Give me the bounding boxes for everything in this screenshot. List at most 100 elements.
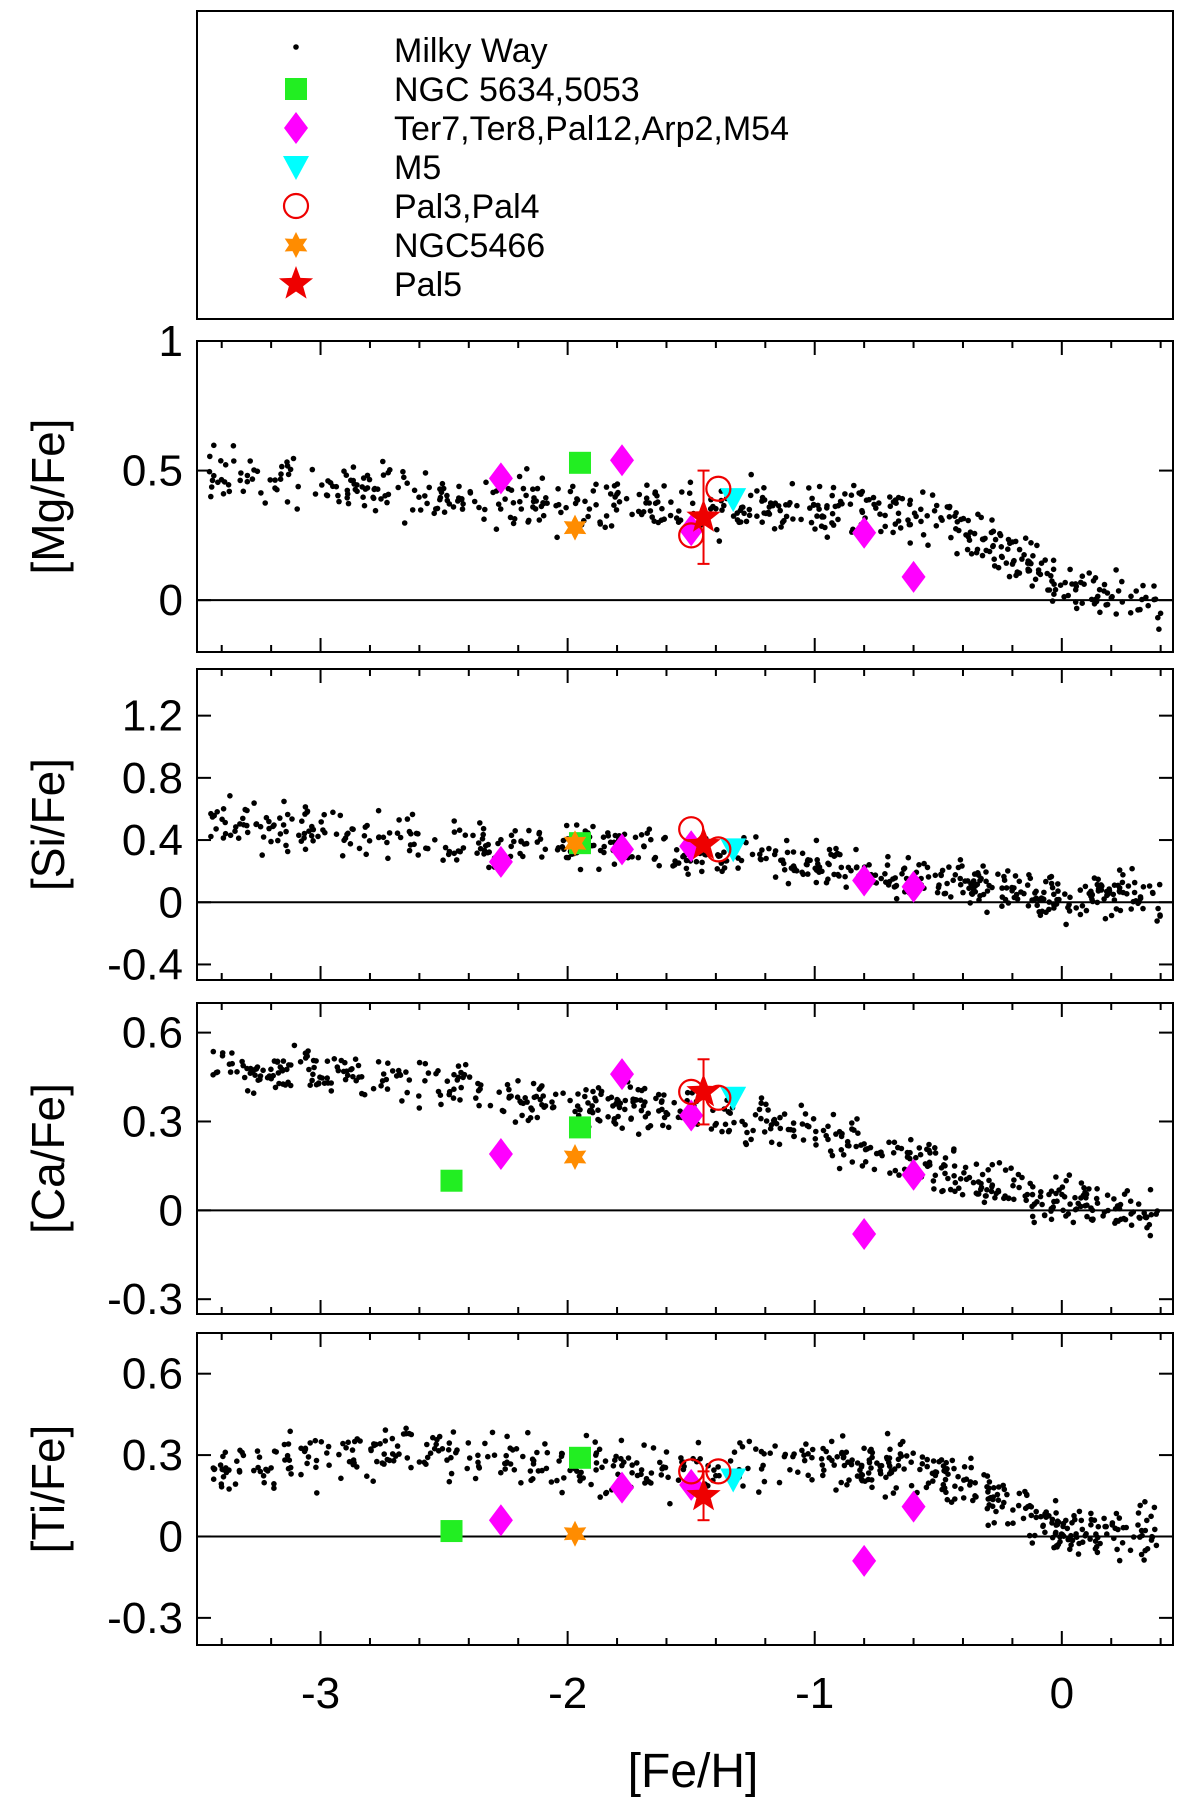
milky-way-point — [998, 544, 1005, 550]
milky-way-point — [1137, 1502, 1143, 1509]
milky-way-point — [220, 806, 227, 812]
milky-way-point — [926, 1141, 932, 1148]
milky-way-point — [836, 1128, 843, 1135]
milky-way-point — [277, 476, 284, 483]
milky-way-point — [424, 1454, 431, 1461]
milky-way-point — [394, 830, 401, 836]
milky-way-point — [1095, 888, 1102, 894]
milky-way-point — [697, 1456, 703, 1462]
milky-way-point — [605, 833, 612, 839]
milky-way-point — [737, 519, 744, 525]
milky-way-point — [344, 831, 350, 838]
milky-way-point — [924, 1456, 930, 1463]
milky-way-point — [1062, 891, 1068, 897]
milky-way-point — [829, 510, 836, 517]
milky-way-point — [614, 491, 620, 498]
milky-way-point — [1066, 1172, 1073, 1178]
milky-way-point — [851, 482, 857, 489]
milky-way-point — [895, 1144, 901, 1151]
milky-way-point — [321, 811, 328, 818]
milky-way-point — [315, 833, 321, 840]
milky-way-point — [540, 1093, 546, 1099]
milky-way-point — [512, 1119, 519, 1125]
milky-way-point — [805, 857, 811, 863]
milky-way-point — [396, 817, 402, 823]
milky-way-point — [309, 1077, 315, 1084]
milky-way-point — [819, 514, 825, 520]
milky-way-point — [1005, 1521, 1011, 1527]
point-m5 — [720, 1086, 747, 1111]
milky-way-point — [1005, 546, 1011, 552]
milky-way-point — [895, 510, 902, 517]
milky-way-point — [608, 523, 615, 529]
milky-way-point — [809, 1446, 816, 1453]
milky-way-point — [761, 510, 767, 516]
milky-way-point — [583, 1087, 589, 1093]
milky-way-point — [1019, 1174, 1025, 1181]
milky-way-point — [960, 1495, 967, 1501]
milky-way-point — [237, 477, 243, 484]
milky-way-point — [783, 513, 790, 520]
point-ter7-ter8-pal12-arp2-m54 — [488, 1138, 513, 1171]
milky-way-point — [239, 1058, 245, 1065]
milky-way-point — [906, 521, 913, 528]
milky-way-point — [834, 1454, 840, 1460]
milky-way-point — [602, 524, 608, 531]
milky-way-point — [312, 491, 319, 497]
milky-way-point — [424, 500, 430, 507]
milky-way-point — [659, 505, 665, 512]
milky-way-point — [1016, 1490, 1023, 1497]
milky-way-point — [583, 1432, 590, 1439]
milky-way-point — [456, 827, 463, 833]
milky-way-point — [711, 1467, 717, 1473]
milky-way-point — [990, 528, 996, 535]
milky-way-point — [938, 872, 944, 879]
milky-way-point — [838, 1147, 845, 1153]
milky-way-point — [335, 492, 341, 499]
milky-way-point — [351, 1438, 358, 1445]
milky-way-point — [839, 1449, 845, 1456]
milky-way-point — [268, 1066, 274, 1073]
milky-way-point — [222, 462, 229, 468]
milky-way-point — [446, 1091, 453, 1098]
milky-way-point — [790, 1120, 797, 1126]
point-ngc-5634-5053 — [568, 451, 591, 474]
milky-way-point — [916, 1145, 923, 1151]
milky-way-point — [244, 822, 250, 829]
point-pal5 — [686, 826, 721, 860]
milky-way-point — [984, 909, 990, 916]
milky-way-point — [1021, 552, 1027, 558]
milky-way-point — [642, 1114, 649, 1120]
milky-way-point — [590, 823, 596, 830]
milky-way-point — [431, 1445, 438, 1452]
milky-way-point — [1104, 1192, 1111, 1198]
milky-way-point — [1116, 867, 1123, 873]
y-tick-label: -0.4 — [107, 940, 183, 989]
milky-way-point — [721, 849, 727, 855]
milky-way-point — [904, 1154, 911, 1160]
milky-way-point — [560, 1090, 566, 1096]
y-tick-label: 1 — [159, 317, 183, 366]
milky-way-point — [748, 471, 754, 478]
milky-way-point — [336, 1451, 342, 1458]
milky-way-point — [758, 856, 764, 863]
milky-way-point — [857, 1467, 863, 1473]
milky-way-point — [520, 485, 527, 492]
milky-way-point — [1042, 1529, 1048, 1536]
milky-way-point — [895, 1462, 902, 1469]
milky-way-point — [995, 871, 1001, 877]
milky-way-point — [1113, 1510, 1120, 1517]
milky-way-point — [1119, 879, 1126, 886]
milky-way-point — [787, 1126, 794, 1133]
milky-way-point — [1011, 1177, 1017, 1183]
milky-way-point — [970, 1179, 977, 1186]
milky-way-point — [868, 1465, 874, 1471]
milky-way-point — [638, 832, 645, 838]
milky-way-point — [517, 1098, 523, 1105]
milky-way-point — [954, 519, 961, 525]
milky-way-point — [893, 500, 899, 507]
y-tick-label: -0.3 — [107, 1594, 183, 1643]
milky-way-point — [856, 490, 862, 496]
milky-way-point — [900, 1438, 906, 1445]
milky-way-point — [1022, 535, 1029, 541]
